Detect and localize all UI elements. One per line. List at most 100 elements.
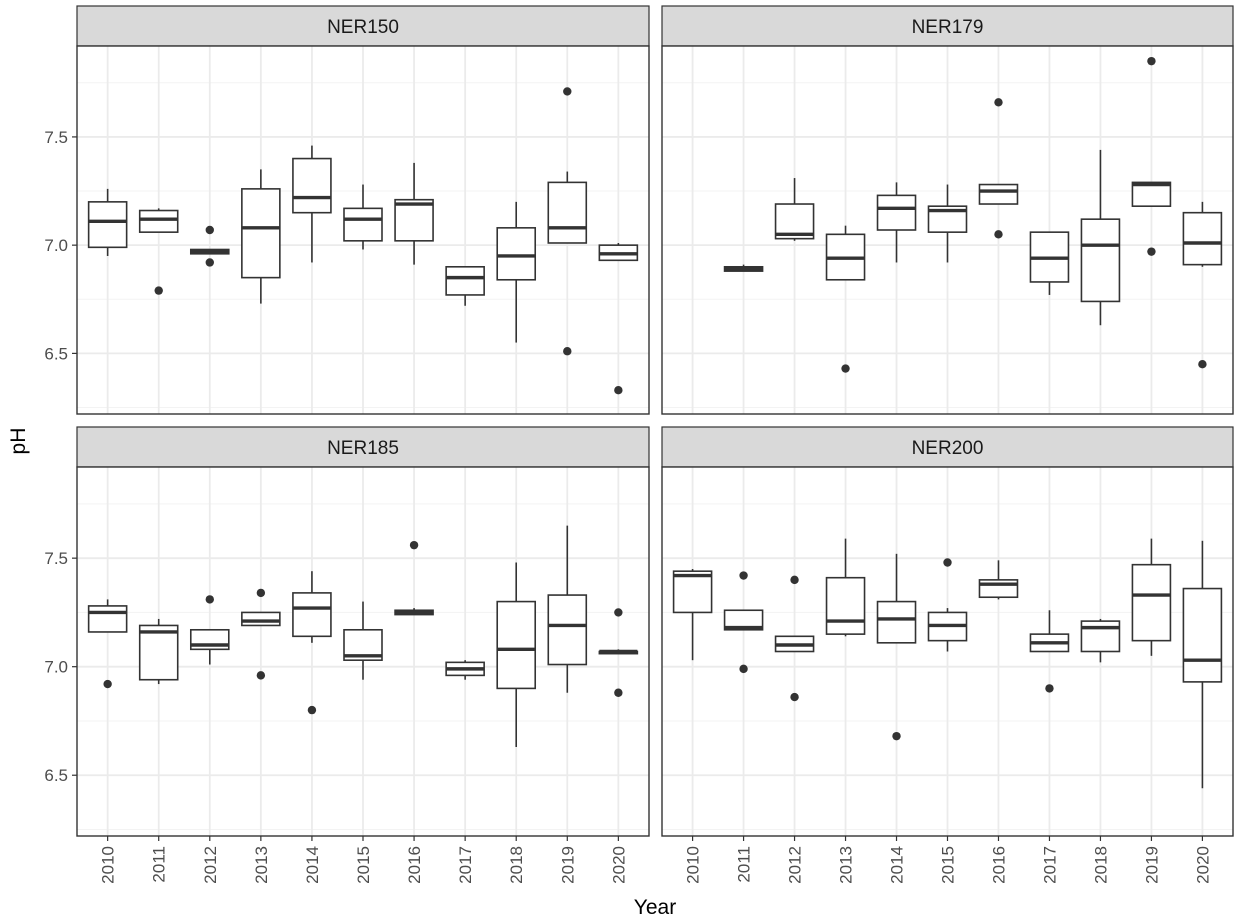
- outlier-point: [1198, 360, 1207, 369]
- box-iqr: [87, 201, 128, 249]
- outlier-point: [1147, 56, 1156, 66]
- facet-title: NER150: [327, 17, 399, 38]
- x-tick-label: 2017: [456, 846, 475, 884]
- x-tick-label: 2012: [201, 846, 220, 884]
- box-2014: [876, 553, 917, 741]
- box-iqr: [241, 611, 281, 627]
- box-iqr: [672, 570, 713, 614]
- box-2019: [547, 525, 588, 693]
- box-2012: [189, 225, 230, 267]
- box-iqr: [1182, 211, 1223, 266]
- box-2011: [138, 208, 179, 295]
- box-2015: [927, 558, 968, 652]
- x-tick-label: 2016: [989, 846, 1008, 884]
- box-2014: [292, 571, 332, 715]
- x-tick-label: 2020: [609, 846, 628, 884]
- box-2011: [138, 618, 179, 685]
- box-2017: [1029, 610, 1070, 693]
- box-2017: [445, 660, 485, 680]
- outlier-point: [563, 87, 572, 96]
- y-axis-title: pH: [7, 428, 30, 455]
- outlier-point: [614, 688, 623, 697]
- box-iqr: [292, 157, 332, 214]
- outlier-point: [205, 258, 214, 267]
- box-2018: [1080, 149, 1121, 326]
- x-tick-label: 2015: [354, 846, 373, 884]
- outlier-point: [409, 540, 419, 550]
- y-tick-label: 7.5: [44, 549, 68, 568]
- box-iqr: [1131, 563, 1172, 642]
- box-2013: [241, 588, 281, 680]
- outlier-point: [739, 664, 748, 674]
- box-iqr: [1131, 181, 1172, 207]
- box-2010: [672, 569, 713, 661]
- box-2020: [1182, 201, 1223, 369]
- outlier-point: [614, 608, 623, 617]
- box-2019: [1131, 538, 1172, 656]
- box-iqr: [825, 576, 866, 635]
- box-2015: [927, 184, 968, 263]
- box-iqr: [496, 600, 537, 690]
- outlier-point: [205, 595, 214, 604]
- x-tick-label: 2010: [684, 846, 703, 884]
- x-tick-label: 2018: [507, 846, 526, 884]
- outlier-point: [154, 286, 163, 295]
- x-tick-label: 2016: [405, 846, 424, 884]
- x-tick-label: 2011: [150, 846, 169, 883]
- facet-strip: [661, 426, 1234, 468]
- facet-title: NER200: [912, 438, 984, 459]
- box-2019: [547, 87, 588, 356]
- outlier-point: [1147, 247, 1156, 256]
- outlier-point: [307, 705, 317, 715]
- box-iqr: [1182, 587, 1223, 683]
- box-2020: [598, 608, 639, 697]
- box-iqr: [87, 605, 128, 633]
- box-2020: [1182, 540, 1223, 789]
- box-2012: [774, 575, 815, 702]
- box-2020: [598, 242, 639, 395]
- x-tick-label: 2019: [558, 846, 577, 884]
- box-2015: [343, 184, 383, 250]
- x-tick-label: 2013: [252, 846, 271, 884]
- x-tick-label: 2014: [888, 846, 907, 884]
- outlier-point: [256, 671, 266, 680]
- box-2013: [241, 169, 281, 304]
- box-iqr: [547, 181, 588, 244]
- box-iqr: [138, 624, 179, 681]
- outlier-point: [892, 731, 901, 741]
- facet-title: NER185: [327, 438, 399, 459]
- box-2014: [292, 145, 332, 263]
- panel-ner150: NER150 6.5 7.0 7.5: [44, 5, 650, 415]
- box-iqr: [876, 194, 917, 231]
- x-tick-label: 2018: [1091, 846, 1110, 884]
- facet-strip: [76, 5, 650, 47]
- outlier-point: [841, 364, 850, 373]
- box-2010: [87, 188, 128, 256]
- x-axis-title: Year: [634, 896, 676, 919]
- outlier-point: [994, 230, 1003, 239]
- box-iqr: [292, 592, 332, 638]
- box-iqr: [343, 207, 383, 242]
- x-tick-label: 2010: [99, 846, 118, 884]
- facet-title: NER179: [912, 17, 984, 38]
- box-iqr: [978, 183, 1019, 205]
- box-2019: [1131, 56, 1172, 256]
- box-iqr: [138, 209, 179, 233]
- x-tick-label: 2019: [1142, 846, 1161, 884]
- box-iqr: [496, 227, 537, 281]
- box-2017: [445, 265, 485, 306]
- x-tick-label: 2017: [1040, 846, 1059, 884]
- x-tick-label: 2011: [735, 846, 754, 883]
- box-2017: [1029, 231, 1070, 295]
- outlier-point: [790, 575, 799, 585]
- box-iqr: [394, 198, 434, 242]
- outlier-point: [739, 571, 748, 580]
- x-tick-label: 2014: [303, 846, 322, 884]
- panel-ner185: NER185 6.5 7.0 7.5 2010 2011 2012 2013 2014 2015 2…: [44, 426, 650, 884]
- box-iqr: [445, 265, 485, 296]
- box-2015: [343, 601, 383, 680]
- outlier-point: [256, 588, 266, 598]
- y-tick-label: 7.0: [44, 236, 68, 255]
- box-iqr: [876, 600, 917, 644]
- outlier-point: [103, 679, 112, 689]
